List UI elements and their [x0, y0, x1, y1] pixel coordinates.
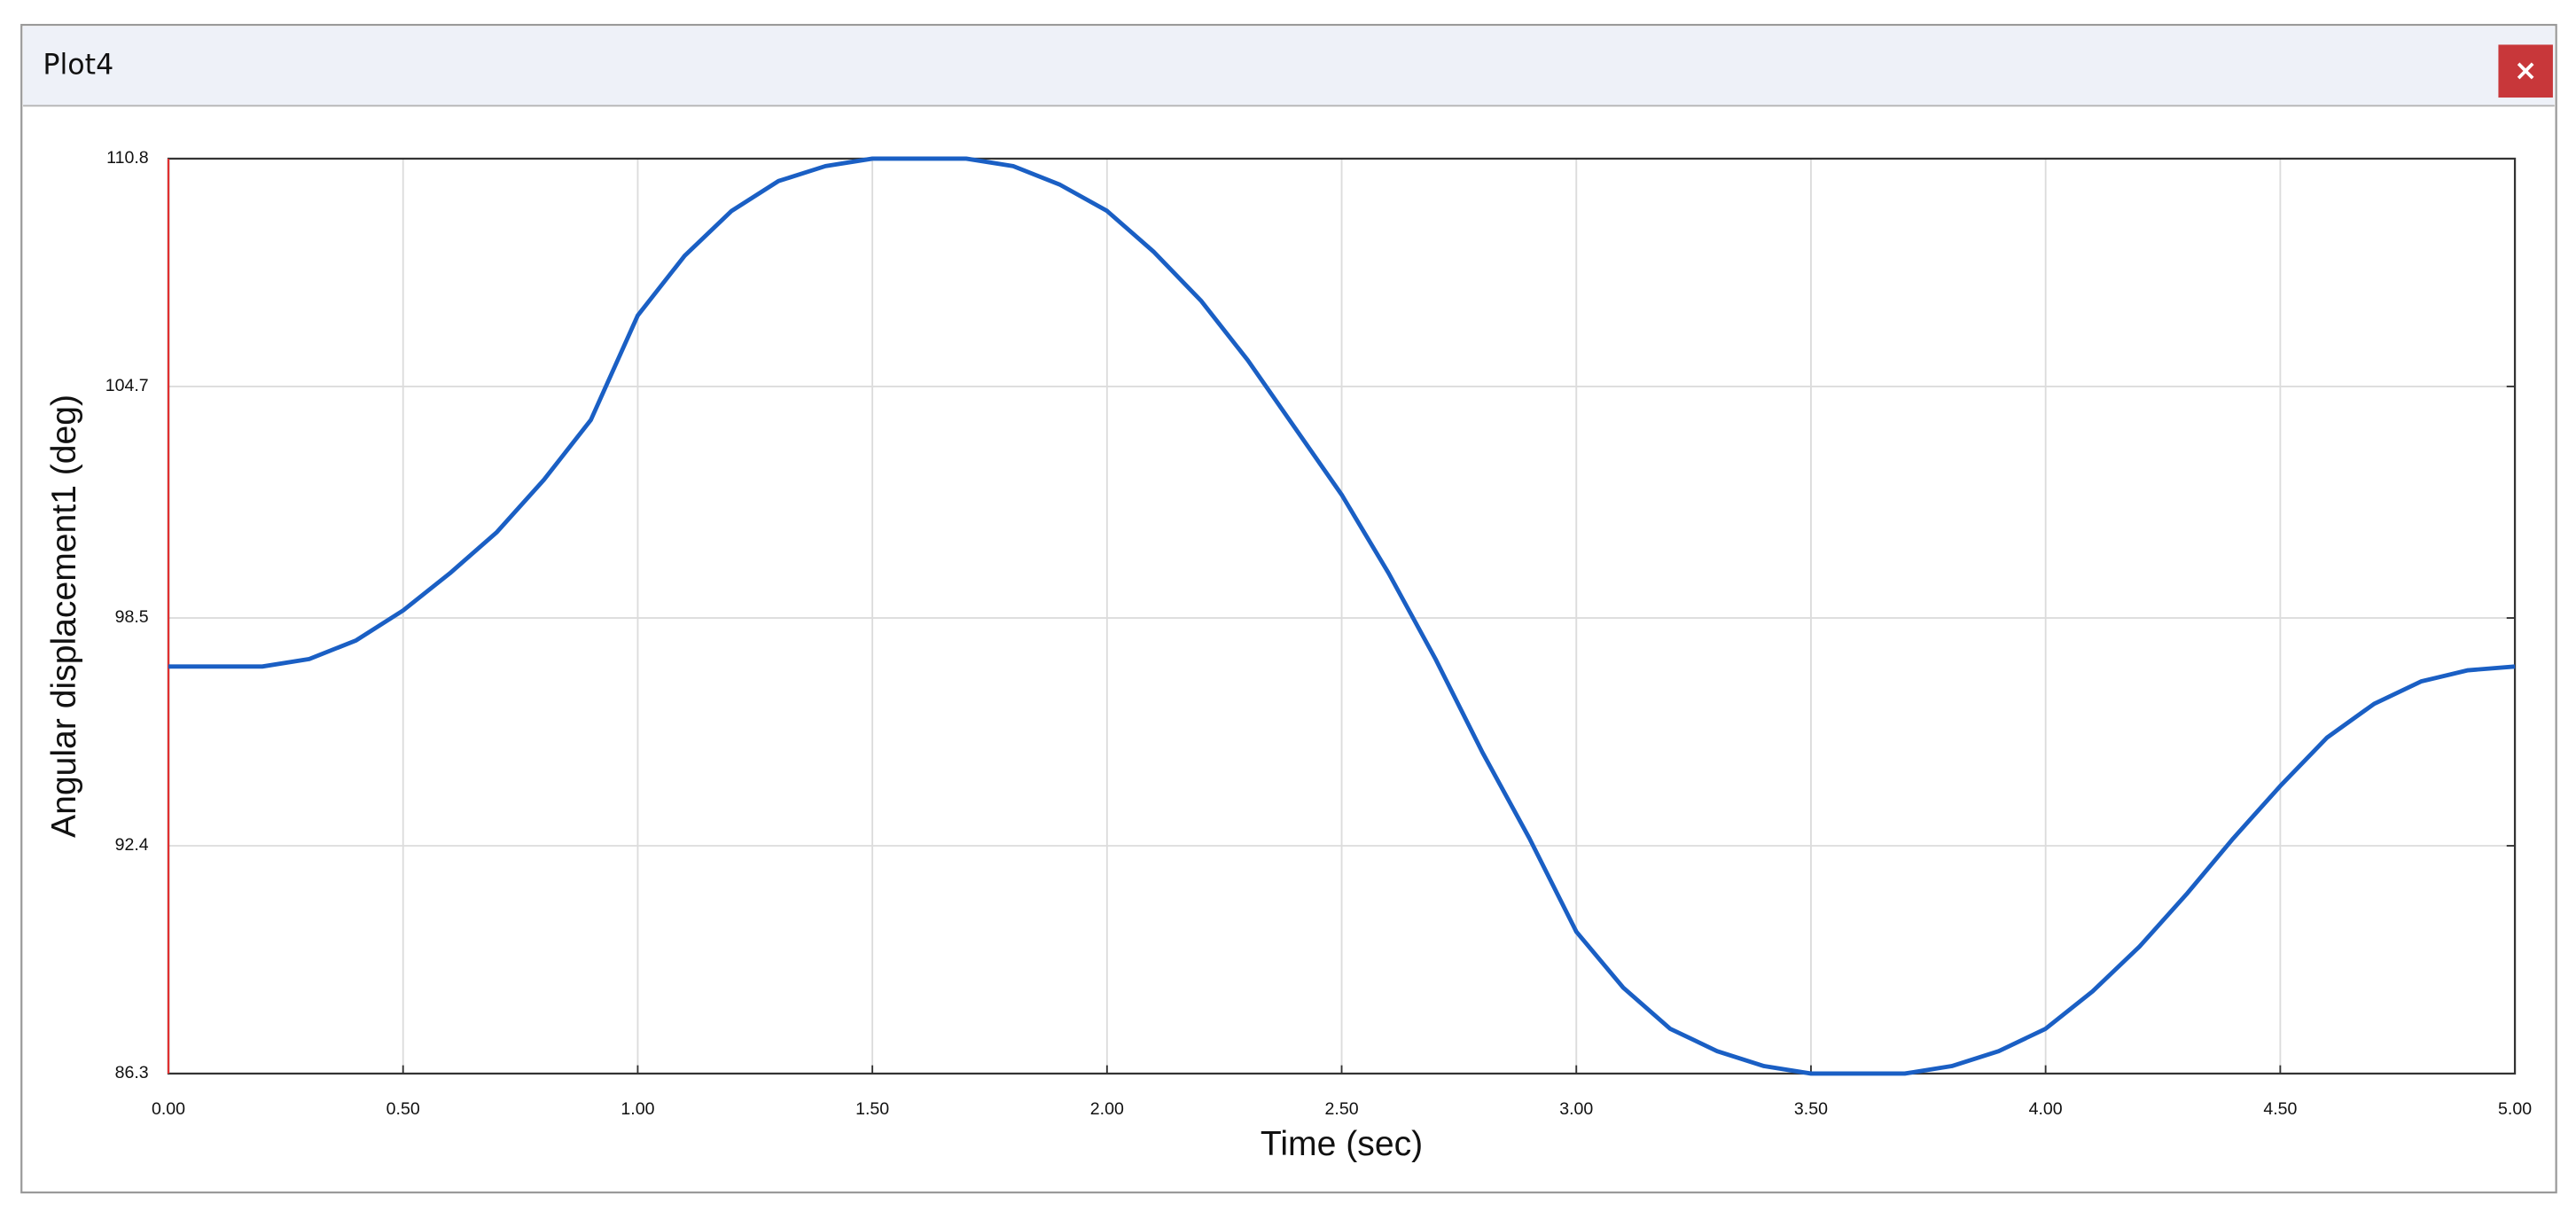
x-tick-label: 0.50	[386, 1099, 420, 1119]
close-button[interactable]	[2498, 44, 2553, 98]
window-frame	[20, 23, 2557, 1194]
y-tick-label: 92.4	[115, 835, 149, 855]
y-tick-label: 110.8	[106, 148, 149, 168]
x-tick-label: 3.50	[1794, 1099, 1828, 1119]
y-tick-label: 104.7	[105, 376, 149, 395]
x-tick-label: 4.50	[2263, 1099, 2297, 1119]
x-tick-label: 5.00	[2498, 1099, 2532, 1119]
title-bar	[23, 26, 2555, 106]
x-tick-label: 1.50	[855, 1099, 889, 1119]
x-axis-title: Time (sec)	[1261, 1125, 1423, 1163]
x-tick-label: 3.00	[1559, 1099, 1593, 1119]
x-tick-label: 1.00	[621, 1099, 654, 1119]
x-tick-label: 2.50	[1325, 1099, 1359, 1119]
x-tick-label: 2.00	[1090, 1099, 1124, 1119]
window-title: Plot4	[43, 50, 113, 82]
y-tick-label: 98.5	[115, 607, 149, 627]
y-tick-label: 86.3	[115, 1063, 149, 1082]
data-line	[168, 156, 2516, 1076]
close-icon[interactable]: ×	[2514, 55, 2538, 87]
x-tick-label: 0.00	[152, 1099, 185, 1119]
x-tick-label: 4.00	[2029, 1099, 2063, 1119]
y-axis-title: Angular displacement1 (deg)	[45, 395, 83, 838]
